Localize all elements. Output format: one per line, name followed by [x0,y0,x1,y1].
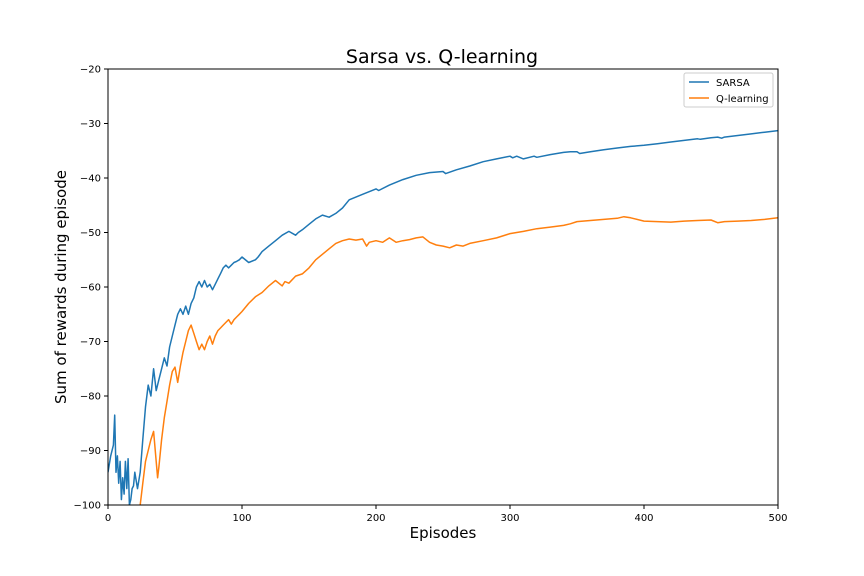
y-tick-label: −60 [80,283,101,294]
y-axis-title: Sum of rewards during episode [52,170,70,404]
y-tick-label: −50 [80,228,101,239]
x-tick-label: 500 [768,513,787,524]
y-tick-label: −30 [80,119,101,130]
x-axis-ticks: 0 100 200 300 400 500 [105,505,788,524]
x-tick-label: 400 [634,513,653,524]
series-line-q-learning [139,215,778,505]
legend: SARSA Q-learning [683,72,774,108]
y-tick-label: −80 [80,392,101,403]
y-axis-ticks: −100 −90 −80 −70 −60 −50 −40 −30 −20 [74,65,108,512]
series-line-sarsa [108,129,778,505]
y-tick-label: −100 [74,501,101,512]
x-tick-label: 0 [105,513,111,524]
plot-frame [107,68,779,506]
x-axis-title: Episodes [410,524,477,542]
y-tick-label: −40 [80,174,101,185]
legend-label-q-learning: Q-learning [716,94,769,105]
x-tick-label: 100 [232,513,251,524]
chart-title: Sarsa vs. Q-learning [346,46,538,68]
x-tick-label: 300 [500,513,519,524]
legend-label-sarsa: SARSA [716,78,750,89]
y-tick-label: −90 [80,446,101,457]
y-tick-label: −70 [80,337,101,348]
x-tick-label: 200 [366,513,385,524]
plot-lines [108,129,778,505]
y-tick-label: −20 [80,65,101,76]
